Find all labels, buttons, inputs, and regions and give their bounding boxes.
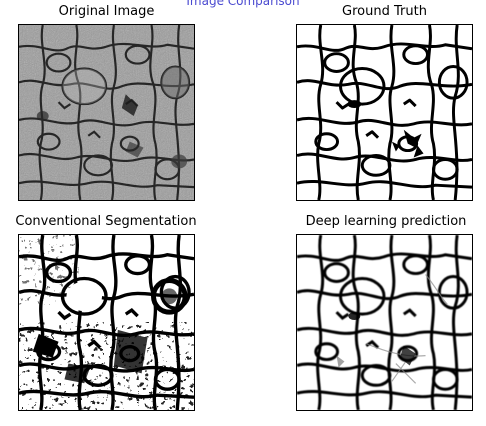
- title-deep-learning-prediction: Deep learning prediction: [286, 214, 486, 229]
- panel-ground-truth: [296, 24, 473, 201]
- panel-conventional-segmentation: [18, 234, 195, 411]
- original-image-graphic: [19, 25, 194, 200]
- title-conventional-segmentation: Conventional Segmentation: [0, 214, 212, 229]
- title-original-image: Original Image: [18, 4, 195, 19]
- deep-learning-prediction-graphic: [297, 235, 472, 410]
- title-ground-truth: Ground Truth: [296, 4, 473, 19]
- ground-truth-graphic: [297, 25, 472, 200]
- conventional-segmentation-graphic: [19, 235, 194, 410]
- panel-original-image: [18, 24, 195, 201]
- panel-deep-learning-prediction: [296, 234, 473, 411]
